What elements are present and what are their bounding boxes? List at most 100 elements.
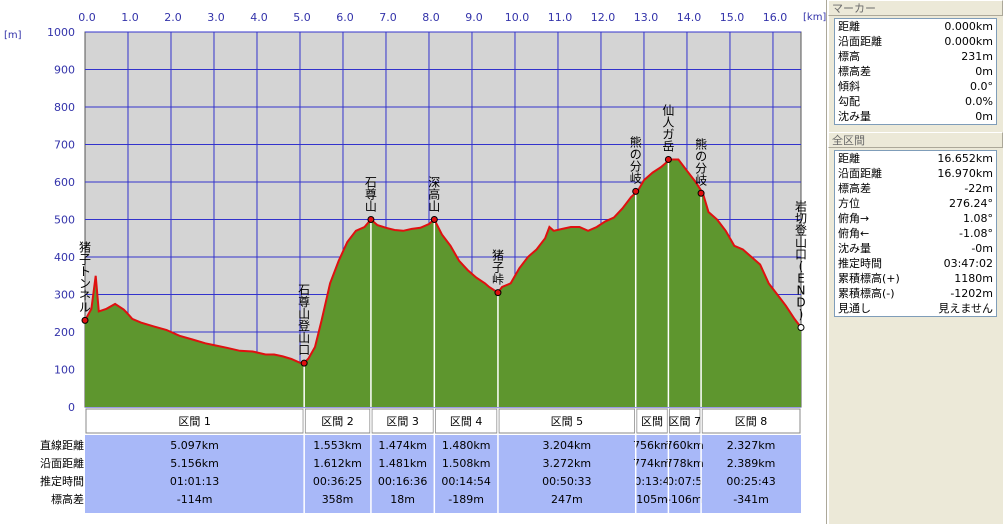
section-header [636,408,668,434]
total-info-table: 距離 16.652km 沿面距離 16.970km 標高差 -22m 方位 276.24° 俯角… [834,150,997,317]
total-value: 16.652km [937,152,993,165]
section-values-bg [85,435,801,513]
x-tick-label: 3.0 [207,11,225,24]
x-tick-label: 16.0 [763,11,788,24]
marker-value: 0.0° [970,80,993,93]
section-diff: 18m [390,493,415,506]
x-tick-label: 14.0 [677,11,702,24]
section-time: 00:36:25 [313,475,362,488]
total-label: 標高差 [838,182,871,195]
section-row-label: 推定時間 [40,474,84,488]
waypoint-label: 石尊山登山口 [298,283,310,357]
total-label: 累積標高(-) [838,287,895,300]
waypoint-label: 熊の分岐 [630,134,642,185]
total-row: 累積標高(+) 1180m [835,271,996,286]
waypoint-label: 猪子トンネル [79,240,91,314]
x-tick-label: 6.0 [336,11,354,24]
waypoint-label: 熊の分岐 [695,136,707,187]
section-header [701,408,801,434]
section-time: 00:16:36 [378,475,427,488]
x-tick-label: 1.0 [121,11,139,24]
y-tick-label: 100 [54,364,75,377]
total-value: -0m [971,242,993,255]
marker-row: 沈み量 0m [835,109,996,124]
total-row: 見通し 見えません [835,301,996,316]
waypoint-marker [81,316,89,324]
total-panel: 全区間 距離 16.652km 沿面距離 16.970km 標高差 -22m 方位 276.2… [828,132,1003,317]
marker-row: 沿面距離 0.000km [835,34,996,49]
section-straight: 3.204km [543,439,592,452]
section-name: 区間 1 [178,415,211,428]
section-surface: 1.508km [442,457,491,470]
section-header [304,408,371,434]
section-time: 00:50:33 [542,475,591,488]
total-label: 俯角→ [838,212,870,225]
x-tick-label: 10.0 [505,11,530,24]
section-straight: 1.480km [442,439,491,452]
elevation-profile-chart[interactable]: 0 100 200 300 400 500 600 700 800 900 1000 0.0 1.0 2.… [0,0,826,524]
waypoint-marker [494,289,502,297]
total-value: 276.24° [949,197,993,210]
waypoint-marker [367,216,375,223]
total-row: 俯角← -1.08° [835,226,996,241]
marker-label: 標高差 [838,65,871,78]
marker-value: 0.0% [965,95,993,108]
marker-panel-title: マーカー [828,0,1003,16]
marker-value: 0m [975,110,993,123]
section-straight: 2.327km [727,439,776,452]
x-tick-label: 7.0 [379,11,397,24]
section-name: 区間 3 [386,415,419,428]
section-diff: 247m [551,493,583,506]
total-row: 標高差 -22m [835,181,996,196]
section-surface: 778km [666,457,704,470]
marker-label: 沿面距離 [838,35,882,48]
elevation-line [84,158,802,365]
marker-value: 0m [975,65,993,78]
marker-value: 0.000km [944,20,993,33]
total-label: 距離 [838,152,860,165]
total-value: -1202m [950,287,993,300]
splitter[interactable] [826,0,829,524]
y-tick-label: 0 [68,401,75,414]
x-tick-label: 5.0 [293,11,311,24]
y-axis-unit: [m] [4,30,22,41]
marker-label: 勾配 [838,95,860,108]
total-label: 方位 [838,197,860,210]
elevation-area [85,159,801,407]
marker-row: 傾斜 0.0° [835,79,996,94]
y-tick-label: 1000 [47,26,75,39]
section-surface: 2.389km [727,457,776,470]
section-name: 区間 8 [735,415,768,428]
x-tick-label: 9.0 [465,11,483,24]
marker-info-table: 距離 0.000km 沿面距離 0.000km 標高 231m 標高差 0m 傾斜 0.0° 勾配 0… [834,18,997,125]
section-header [668,408,701,434]
total-row: 距離 16.652km [835,151,996,166]
x-tick-label: 8.0 [422,11,440,24]
x-tick-label: 12.0 [591,11,616,24]
waypoint-label: 猪子峠 [492,249,504,287]
total-row: 沈み量 -0m [835,241,996,256]
section-time: 00:14:54 [441,475,490,488]
marker-label: 沈み量 [838,110,871,123]
section-diff: -114m [177,493,213,506]
waypoint-label: 石尊山 [365,176,377,214]
waypoint-marker [632,187,640,195]
total-label: 沿面距離 [838,167,882,180]
marker-row: 距離 0.000km [835,19,996,34]
marker-value: 231m [961,50,993,63]
x-tick-label: 15.0 [720,11,745,24]
marker-label: 距離 [838,20,860,33]
section-surface: 1.612km [313,457,362,470]
section-header [85,408,304,434]
total-row: 推定時間 03:47:02 [835,256,996,271]
section-time: 00:25:43 [726,475,775,488]
waypoint-marker [797,324,805,331]
section-straight: 1.474km [378,439,427,452]
section-surface: 1.481km [378,457,427,470]
total-label: 俯角← [838,227,870,240]
y-tick-label: 900 [54,64,75,77]
total-row: 方位 276.24° [835,196,996,211]
total-panel-title: 全区間 [828,132,1003,148]
total-label: 沈み量 [838,242,871,255]
y-tick-label: 200 [54,326,75,339]
